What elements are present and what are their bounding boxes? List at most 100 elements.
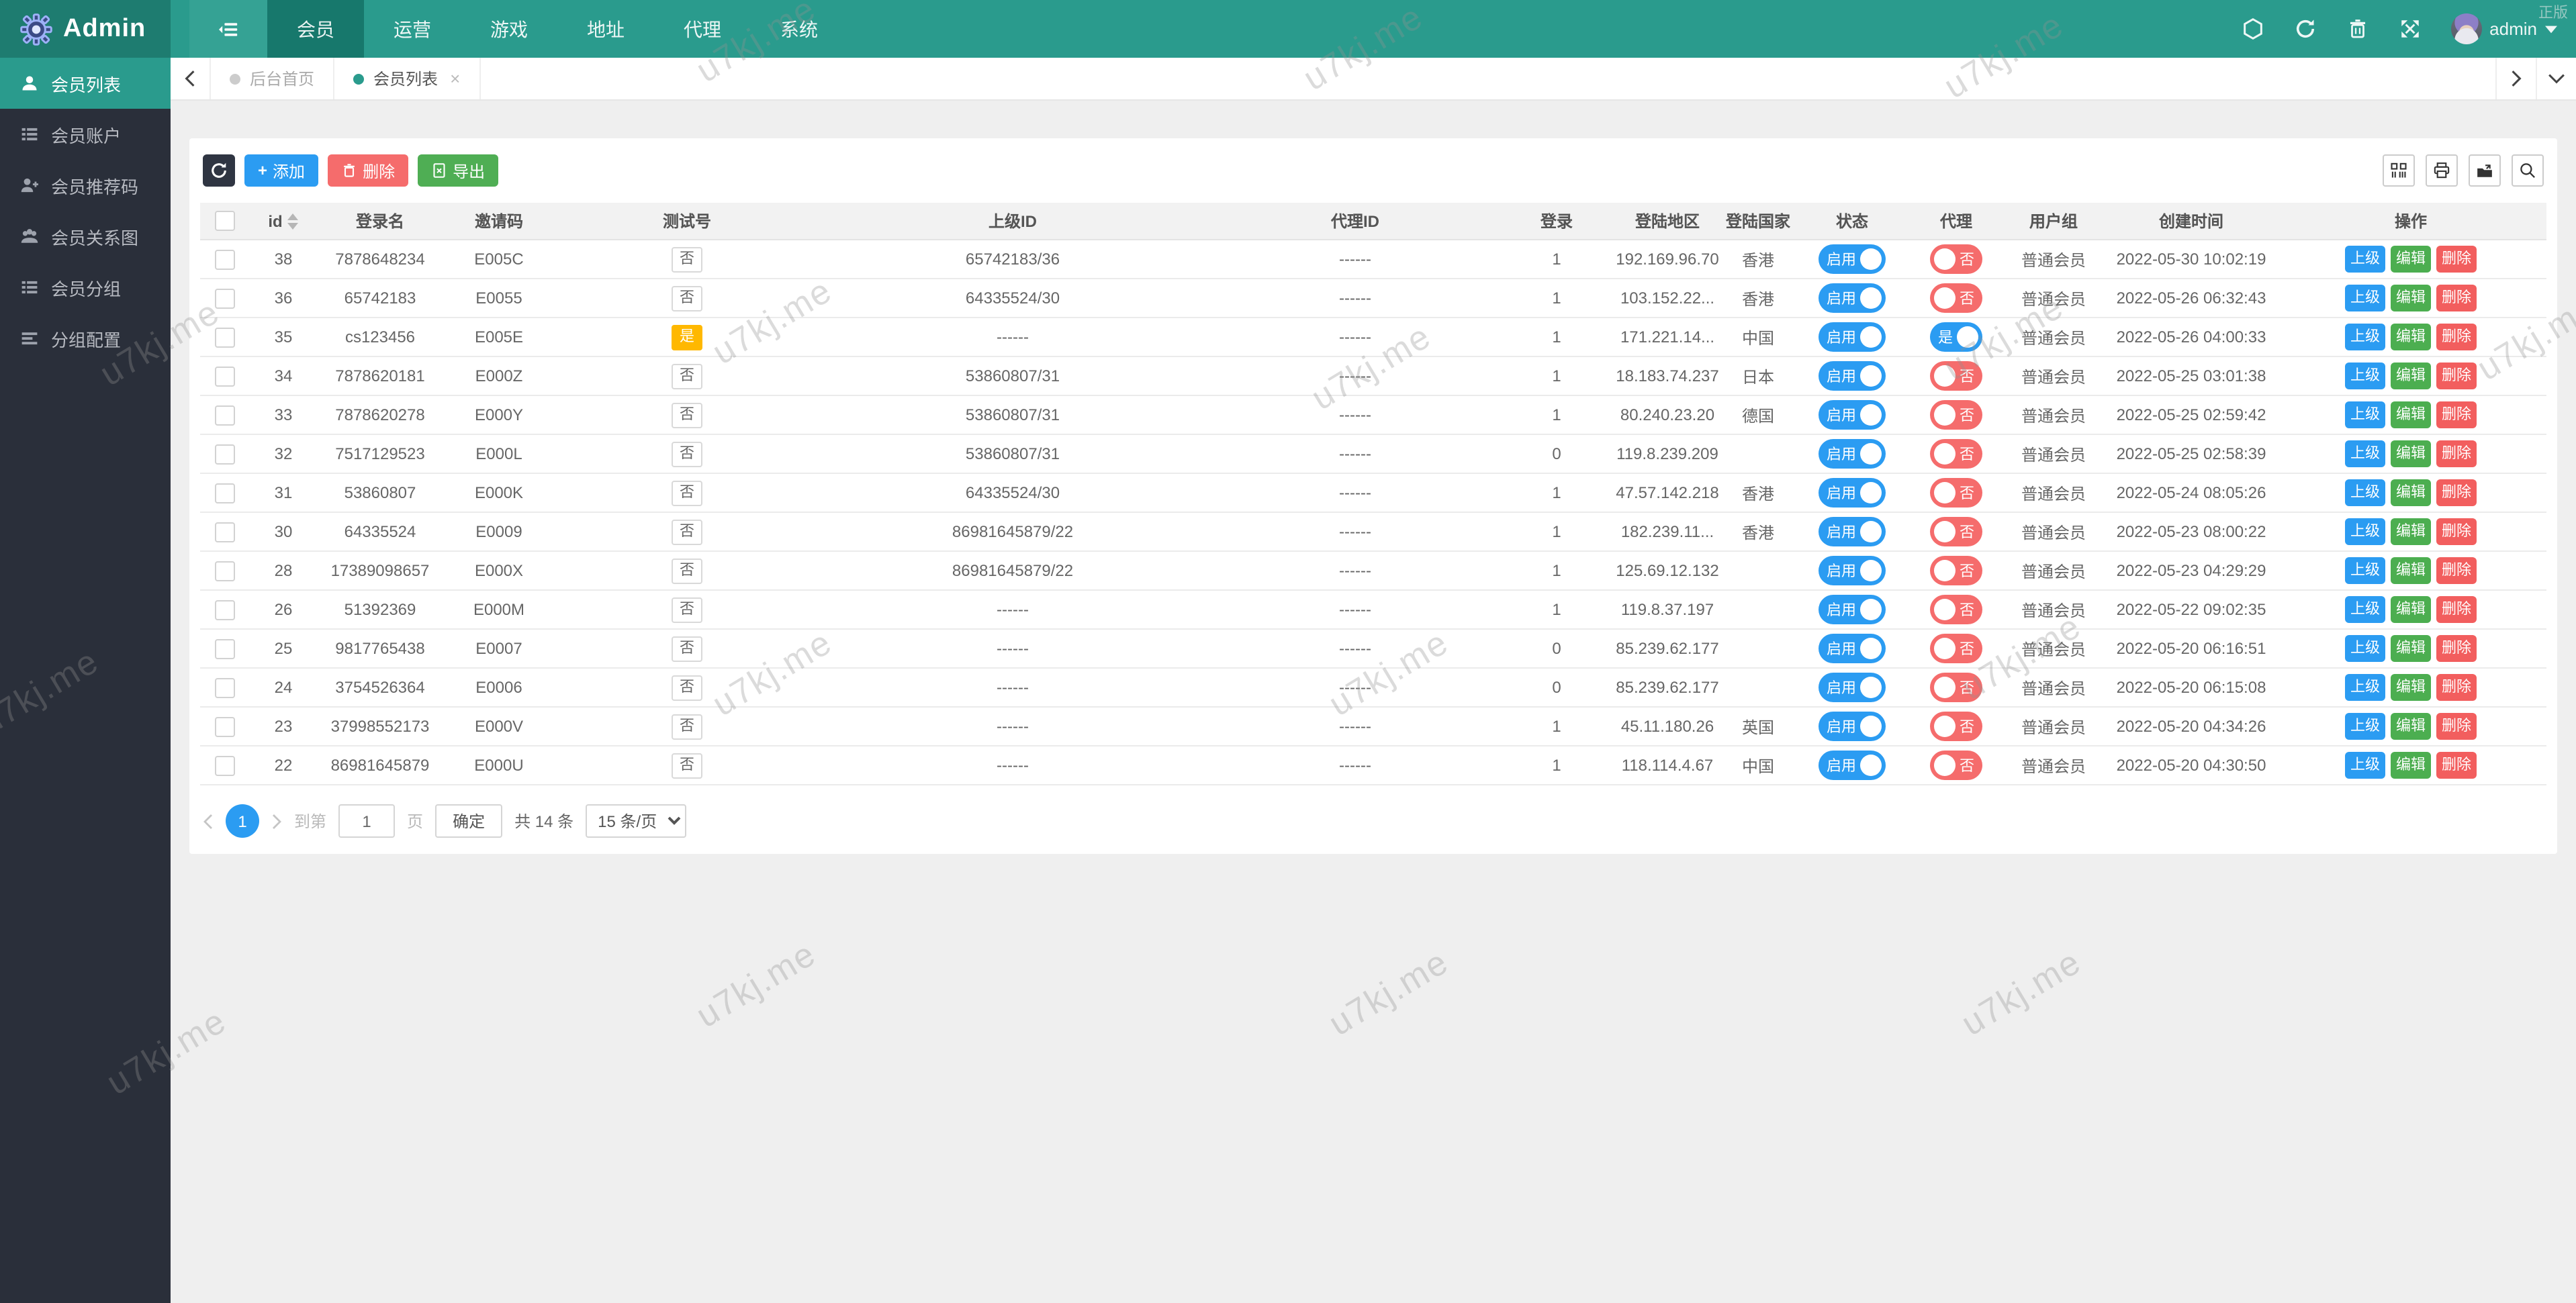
parent-button[interactable]: 上级 <box>2345 713 2385 740</box>
edit-button[interactable]: 编辑 <box>2391 479 2431 506</box>
menu-item-members[interactable]: 会员 <box>267 0 364 58</box>
delete-row-button[interactable]: 删除 <box>2436 401 2477 428</box>
row-checkbox[interactable] <box>214 405 234 426</box>
status-toggle[interactable]: 启用 <box>1819 322 1886 352</box>
edit-button[interactable]: 编辑 <box>2391 596 2431 623</box>
sort-icon[interactable] <box>287 213 299 230</box>
delete-button[interactable]: 删除 <box>328 154 409 187</box>
confirm-page-button[interactable]: 确定 <box>435 804 503 838</box>
delete-row-button[interactable]: 删除 <box>2436 518 2477 545</box>
refresh-button[interactable] <box>203 154 235 187</box>
agent-toggle[interactable]: 否 <box>1930 556 1982 585</box>
parent-button[interactable]: 上级 <box>2345 479 2385 506</box>
delete-row-button[interactable]: 删除 <box>2436 285 2477 311</box>
edit-button[interactable]: 编辑 <box>2391 518 2431 545</box>
parent-button[interactable]: 上级 <box>2345 596 2385 623</box>
sidebar-item-group-config[interactable]: 分组配置 <box>0 313 171 364</box>
edit-button[interactable]: 编辑 <box>2391 635 2431 662</box>
tabs-scroll-right-button[interactable] <box>2495 58 2536 99</box>
parent-button[interactable]: 上级 <box>2345 401 2385 428</box>
row-checkbox[interactable] <box>214 599 234 620</box>
agent-toggle[interactable]: 否 <box>1930 478 1982 508</box>
agent-toggle[interactable]: 否 <box>1930 283 1982 313</box>
status-toggle[interactable]: 启用 <box>1819 400 1886 430</box>
agent-toggle[interactable]: 否 <box>1930 712 1982 741</box>
delete-row-button[interactable]: 删除 <box>2436 596 2477 623</box>
status-toggle[interactable]: 启用 <box>1819 751 1886 780</box>
delete-row-button[interactable]: 删除 <box>2436 246 2477 273</box>
search-icon[interactable] <box>2512 154 2544 187</box>
status-toggle[interactable]: 启用 <box>1819 244 1886 274</box>
export-button[interactable]: 导出 <box>418 154 499 187</box>
agent-toggle[interactable]: 否 <box>1930 751 1982 780</box>
row-checkbox[interactable] <box>214 444 234 465</box>
fullscreen-icon[interactable] <box>2398 17 2421 40</box>
delete-row-button[interactable]: 删除 <box>2436 440 2477 467</box>
status-toggle[interactable]: 启用 <box>1819 478 1886 508</box>
status-toggle[interactable]: 启用 <box>1819 673 1886 702</box>
export-data-icon[interactable] <box>2469 154 2501 187</box>
sidebar-fold-icon[interactable] <box>189 0 267 58</box>
parent-button[interactable]: 上级 <box>2345 246 2385 273</box>
current-page-button[interactable]: 1 <box>226 804 259 838</box>
parent-button[interactable]: 上级 <box>2345 285 2385 311</box>
agent-toggle[interactable]: 是 <box>1930 322 1982 352</box>
tabs-scroll-left-button[interactable] <box>171 58 211 99</box>
menu-item-games[interactable]: 游戏 <box>490 18 528 40</box>
parent-button[interactable]: 上级 <box>2345 635 2385 662</box>
agent-toggle[interactable]: 否 <box>1930 517 1982 546</box>
select-all-checkbox[interactable] <box>214 211 234 232</box>
edit-button[interactable]: 编辑 <box>2391 324 2431 350</box>
row-checkbox[interactable] <box>214 327 234 348</box>
user-menu[interactable]: admin <box>2450 13 2557 44</box>
status-toggle[interactable]: 启用 <box>1819 634 1886 663</box>
sidebar-item-member-accounts[interactable]: 会员账户 <box>0 109 171 160</box>
status-toggle[interactable]: 启用 <box>1819 439 1886 469</box>
row-checkbox[interactable] <box>214 249 234 270</box>
delete-row-button[interactable]: 删除 <box>2436 713 2477 740</box>
row-checkbox[interactable] <box>214 755 234 776</box>
status-toggle[interactable]: 启用 <box>1819 595 1886 624</box>
edit-button[interactable]: 编辑 <box>2391 246 2431 273</box>
row-checkbox[interactable] <box>214 522 234 542</box>
agent-toggle[interactable]: 否 <box>1930 673 1982 702</box>
delete-row-button[interactable]: 删除 <box>2436 363 2477 389</box>
parent-button[interactable]: 上级 <box>2345 752 2385 779</box>
delete-row-button[interactable]: 删除 <box>2436 557 2477 584</box>
next-page-button[interactable] <box>271 813 282 829</box>
tab-dashboard[interactable]: 后台首页 <box>211 58 335 99</box>
edit-button[interactable]: 编辑 <box>2391 285 2431 311</box>
row-checkbox[interactable] <box>214 483 234 503</box>
agent-toggle[interactable]: 否 <box>1930 634 1982 663</box>
sidebar-item-member-list[interactable]: 会员列表 <box>0 58 171 109</box>
parent-button[interactable]: 上级 <box>2345 363 2385 389</box>
agent-toggle[interactable]: 否 <box>1930 439 1982 469</box>
agent-toggle[interactable]: 否 <box>1930 361 1982 391</box>
status-toggle[interactable]: 启用 <box>1819 556 1886 585</box>
brand-logo[interactable]: Admin <box>0 0 171 58</box>
delete-row-button[interactable]: 删除 <box>2436 674 2477 701</box>
edit-button[interactable]: 编辑 <box>2391 557 2431 584</box>
trash-icon[interactable] <box>2346 17 2368 40</box>
edit-button[interactable]: 编辑 <box>2391 401 2431 428</box>
parent-button[interactable]: 上级 <box>2345 440 2385 467</box>
header-id[interactable]: id <box>248 203 318 240</box>
delete-row-button[interactable]: 删除 <box>2436 752 2477 779</box>
row-checkbox[interactable] <box>214 638 234 659</box>
edit-button[interactable]: 编辑 <box>2391 440 2431 467</box>
edit-button[interactable]: 编辑 <box>2391 713 2431 740</box>
agent-toggle[interactable]: 否 <box>1930 400 1982 430</box>
delete-row-button[interactable]: 删除 <box>2436 324 2477 350</box>
agent-toggle[interactable]: 否 <box>1930 244 1982 274</box>
sidebar-item-member-groups[interactable]: 会员分组 <box>0 262 171 313</box>
status-toggle[interactable]: 启用 <box>1819 361 1886 391</box>
tab-member-list[interactable]: 会员列表 × <box>334 58 481 99</box>
status-toggle[interactable]: 启用 <box>1819 283 1886 313</box>
edit-button[interactable]: 编辑 <box>2391 674 2431 701</box>
parent-button[interactable]: 上级 <box>2345 324 2385 350</box>
parent-button[interactable]: 上级 <box>2345 674 2385 701</box>
agent-toggle[interactable]: 否 <box>1930 595 1982 624</box>
delete-row-button[interactable]: 删除 <box>2436 479 2477 506</box>
row-checkbox[interactable] <box>214 677 234 698</box>
page-jump-input[interactable] <box>338 804 396 838</box>
